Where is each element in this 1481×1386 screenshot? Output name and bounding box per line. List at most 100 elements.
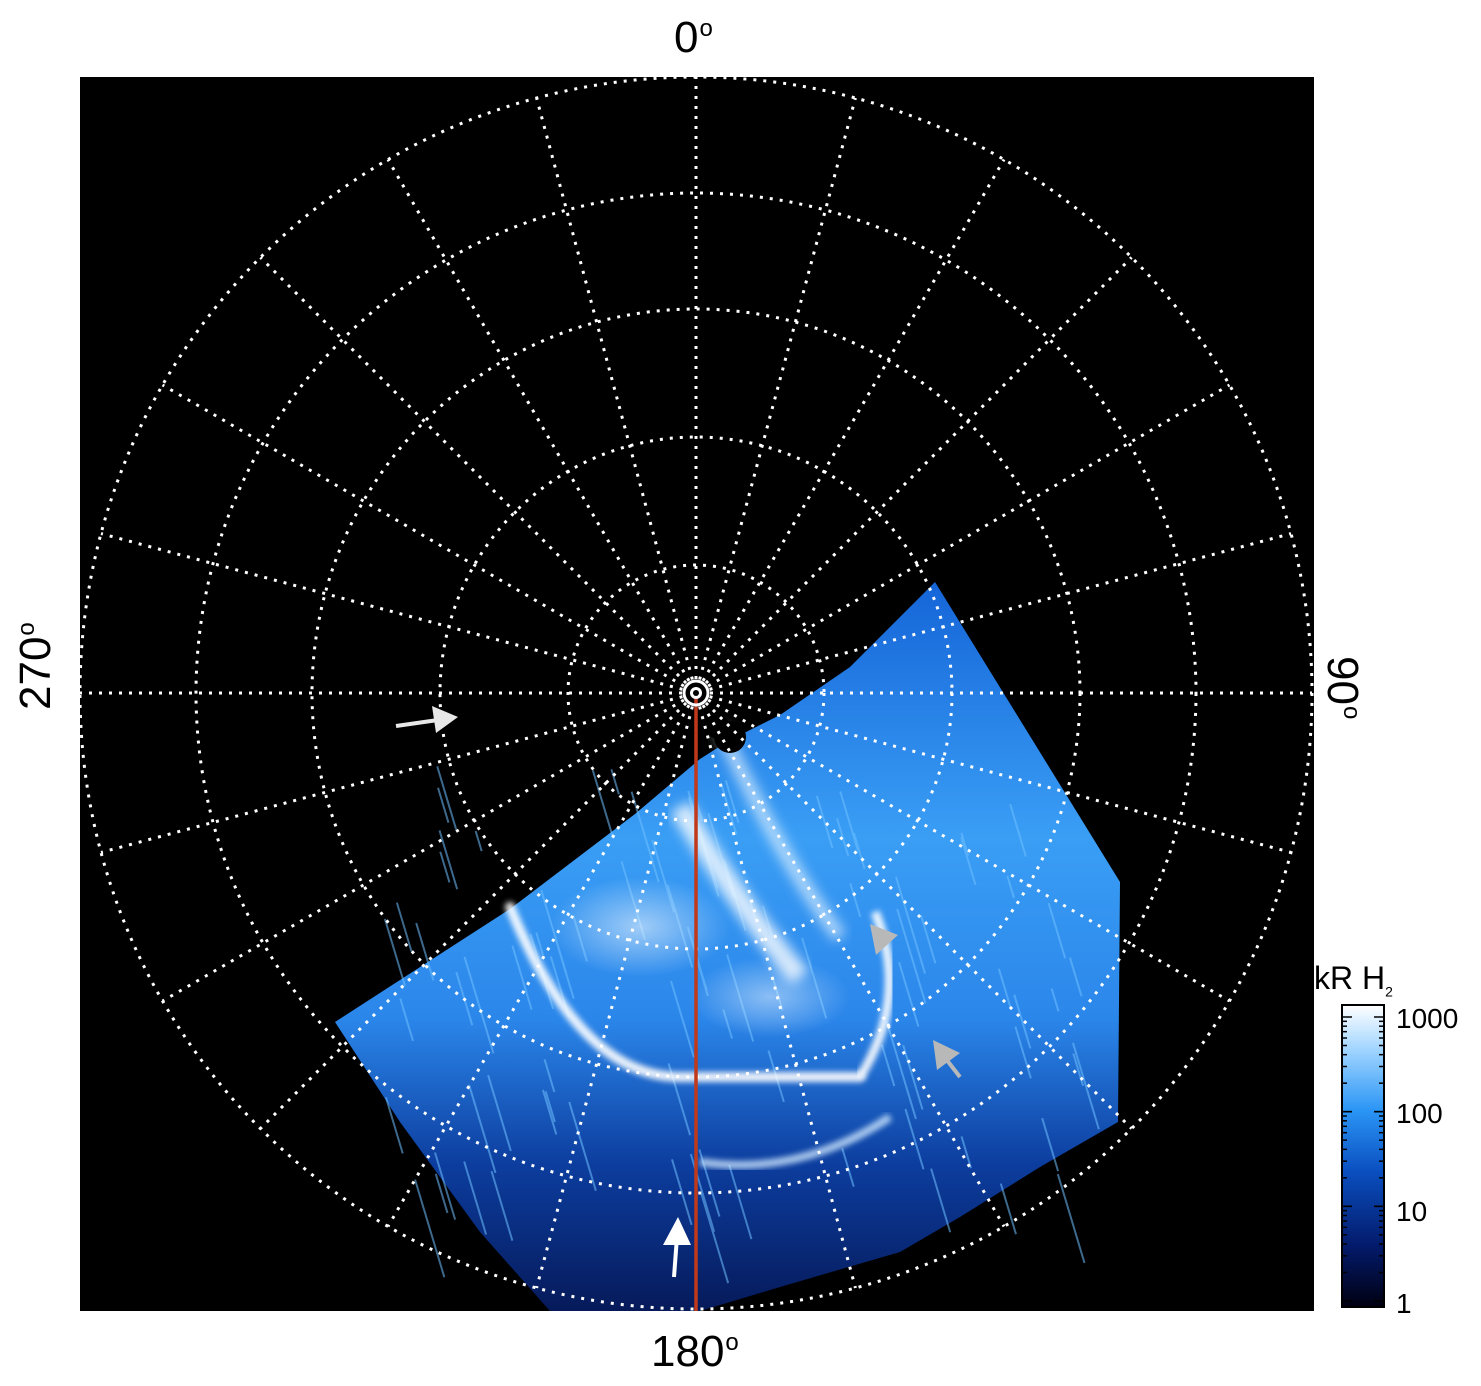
aurora-streak (463, 1161, 488, 1235)
latitude-circle (194, 191, 1198, 1195)
longitude-label-180: 180o (651, 1327, 739, 1376)
aurora-streak (902, 1044, 924, 1110)
aurora-streak (542, 1089, 558, 1135)
diffuse-glow (550, 877, 730, 977)
aurora-streak (511, 945, 533, 1010)
aurora-streak (960, 1136, 972, 1169)
aurora-streak (434, 1173, 449, 1214)
aurora-streak (415, 922, 435, 981)
arrow-icon (870, 924, 898, 955)
aurora-streak (839, 791, 860, 852)
meridian-line (535, 97, 694, 680)
meridian-line (386, 158, 691, 682)
meridian-line (535, 706, 694, 1289)
longitude-label-270: 270o (11, 622, 60, 710)
aurora-streak (849, 883, 862, 918)
meridian-line (259, 701, 688, 1130)
diffuse-glow-2 (690, 957, 850, 1037)
colorbar-tick-10: 10 (1396, 1196, 1428, 1227)
colorbar-gradient (1341, 1004, 1385, 1308)
aurora-streak (383, 918, 406, 987)
aurora-streak (852, 832, 866, 870)
aurora-streak (999, 1183, 1017, 1235)
aurora-streak (544, 1091, 556, 1123)
arrow-icon (933, 1040, 962, 1079)
aurora-streak (1041, 1117, 1060, 1172)
aurora-streak (1068, 957, 1083, 997)
aurora-streak (463, 956, 495, 1054)
meridian-line (698, 706, 857, 1289)
aurora-streak (395, 902, 413, 952)
meridian-line (704, 701, 1133, 1130)
meridian-line (701, 158, 1006, 682)
aurora-streak (930, 1168, 952, 1233)
colorbar (1341, 1004, 1385, 1308)
meridian-line (701, 704, 1006, 1228)
center-marker-icon (682, 679, 710, 707)
colorbar-title: kR H2 (1314, 960, 1393, 1000)
aurora-streak (997, 968, 1012, 1008)
aurora-streak (1014, 1026, 1032, 1079)
meridian-line (704, 256, 1133, 685)
aurora-streak (671, 1159, 693, 1226)
aurora-streak (670, 980, 695, 1058)
aurora-streak (487, 1074, 512, 1152)
aurora-streak (699, 1191, 730, 1284)
meridian-line (698, 97, 857, 680)
aurora-streak (920, 914, 937, 964)
meridian-line (709, 532, 1292, 691)
aurora-streak (591, 769, 615, 839)
aurora-streak (434, 1152, 457, 1220)
aurora-streak (1009, 803, 1027, 857)
meridian-line (100, 532, 683, 691)
meridian-line (259, 256, 688, 685)
aurora-streak (1047, 902, 1067, 959)
arrow-icon (663, 1217, 691, 1278)
polar-aurora-map (80, 77, 1314, 1311)
aurora-streak (1006, 875, 1015, 899)
aurora-streak (438, 830, 459, 890)
aurora-streak (815, 795, 834, 849)
aurora-streak (1071, 1042, 1100, 1130)
bright-auroral-arc (505, 902, 865, 1082)
aurora-streak (436, 766, 458, 830)
meridian-line (161, 383, 685, 688)
aurora-streak (885, 1021, 917, 1120)
meridian-line (709, 695, 1292, 854)
aurora-streak (898, 962, 920, 1027)
aurora-streak (610, 769, 620, 795)
meridian-line (707, 698, 1231, 1003)
aurora-streak (468, 1084, 497, 1174)
aurora-streak (384, 1097, 404, 1154)
aurora-streak (960, 832, 970, 857)
aurora-streak (439, 851, 451, 883)
aurora-streak (896, 908, 927, 1004)
dark-blob-2 (706, 715, 730, 739)
aurora-streak (895, 876, 926, 974)
aurora-streak (1050, 988, 1060, 1012)
arrow-icon (395, 706, 458, 733)
aurora-streak (535, 932, 544, 956)
auroral-oval-lower (699, 1113, 893, 1169)
aurora-streak (568, 1101, 597, 1191)
aurora-streak (1013, 994, 1032, 1049)
aurora-streak (836, 817, 850, 857)
colorbar-tick-1: 1 (1396, 1288, 1412, 1319)
aurora-streak (1056, 1173, 1086, 1264)
aurora-streak (841, 1148, 855, 1187)
aurora-streak (728, 1164, 753, 1240)
aurora-streak (490, 1170, 514, 1241)
meridian-line (386, 704, 691, 1228)
aurora-streak (960, 836, 977, 886)
aurora-streak (399, 998, 414, 1042)
aurora-streak (414, 1179, 446, 1278)
aurora-streak (543, 1059, 556, 1093)
aurora-streak (437, 787, 450, 823)
colorbar-tick-1000: 1000 (1396, 1003, 1459, 1034)
aurora-streak (904, 1108, 925, 1170)
meridian-line (707, 383, 1231, 688)
colorbar-ticks (1342, 1016, 1384, 1302)
aurora-streak (880, 1044, 896, 1087)
colorbar-tick-100: 100 (1396, 1098, 1443, 1129)
longitude-label-0: 0o (674, 13, 713, 62)
